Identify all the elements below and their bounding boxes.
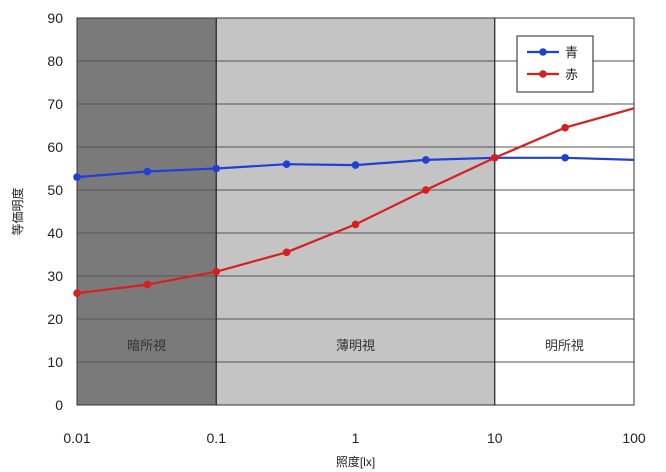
legend-label-0: 青	[565, 45, 578, 60]
y-tick-label-0: 0	[55, 397, 63, 413]
series-group	[73, 107, 635, 298]
series-1-point-7	[561, 123, 569, 132]
region-labels: 暗所視 薄明視 明所視	[109, 332, 602, 358]
gridlines	[76, 17, 635, 406]
region-label-box-2	[527, 332, 602, 358]
x-tick-label-0: 0.01	[63, 430, 90, 446]
y-axis-title: 等価明度	[10, 187, 25, 235]
series-1-point-1	[143, 280, 152, 289]
series-0-point-0	[73, 173, 81, 181]
region-label-1: 薄明視	[336, 338, 375, 353]
y-tick-label-7: 70	[47, 96, 63, 112]
y-tick-label-4: 40	[47, 225, 63, 241]
region-separators	[215, 18, 496, 405]
legend-box	[516, 35, 594, 93]
x-tick-label-4: 100	[622, 430, 646, 446]
series-1-point-3	[282, 248, 291, 257]
x-tick-label-3: 10	[487, 430, 503, 446]
series-0-point-2	[212, 164, 221, 173]
y-tick-label-1: 10	[47, 354, 63, 370]
y-tick-label-5: 50	[47, 182, 63, 198]
series-1-point-2	[212, 267, 221, 276]
region-label-2: 明所視	[545, 338, 584, 353]
series-1-point-5	[422, 186, 430, 194]
y-tick-labels: 0 10 20 30 40 50 60 70 80 90	[47, 10, 63, 413]
series-0-point-3	[282, 160, 291, 168]
legend: 青赤	[516, 35, 594, 93]
series-0-point-4	[351, 161, 360, 169]
series-1-point-6	[490, 153, 499, 162]
y-tick-label-9: 90	[47, 10, 63, 26]
series-0-point-1	[143, 167, 152, 176]
x-tick-label-2: 1	[352, 430, 360, 446]
series-0-point-5	[422, 156, 430, 164]
region-label-0: 暗所視	[127, 338, 166, 353]
series-1-point-0	[73, 289, 81, 298]
x-tick-labels: 0.01 0.1 1 10 100	[63, 430, 646, 446]
legend-marker-1	[539, 70, 547, 78]
y-tick-label-2: 20	[47, 311, 63, 327]
series-0-point-7	[561, 153, 569, 162]
legend-label-1: 赤	[565, 67, 578, 82]
y-tick-label-3: 30	[47, 268, 63, 284]
y-tick-label-8: 80	[47, 53, 63, 69]
region-label-box-1	[318, 332, 393, 358]
plot-frame	[76, 17, 635, 406]
x-axis-title: 照度[lx]	[336, 454, 375, 469]
series-1-point-4	[351, 220, 360, 229]
region-label-box-0	[109, 332, 184, 358]
x-tick-label-1: 0.1	[207, 430, 227, 446]
y-tick-label-6: 60	[47, 139, 63, 155]
legend-marker-0	[539, 48, 547, 56]
